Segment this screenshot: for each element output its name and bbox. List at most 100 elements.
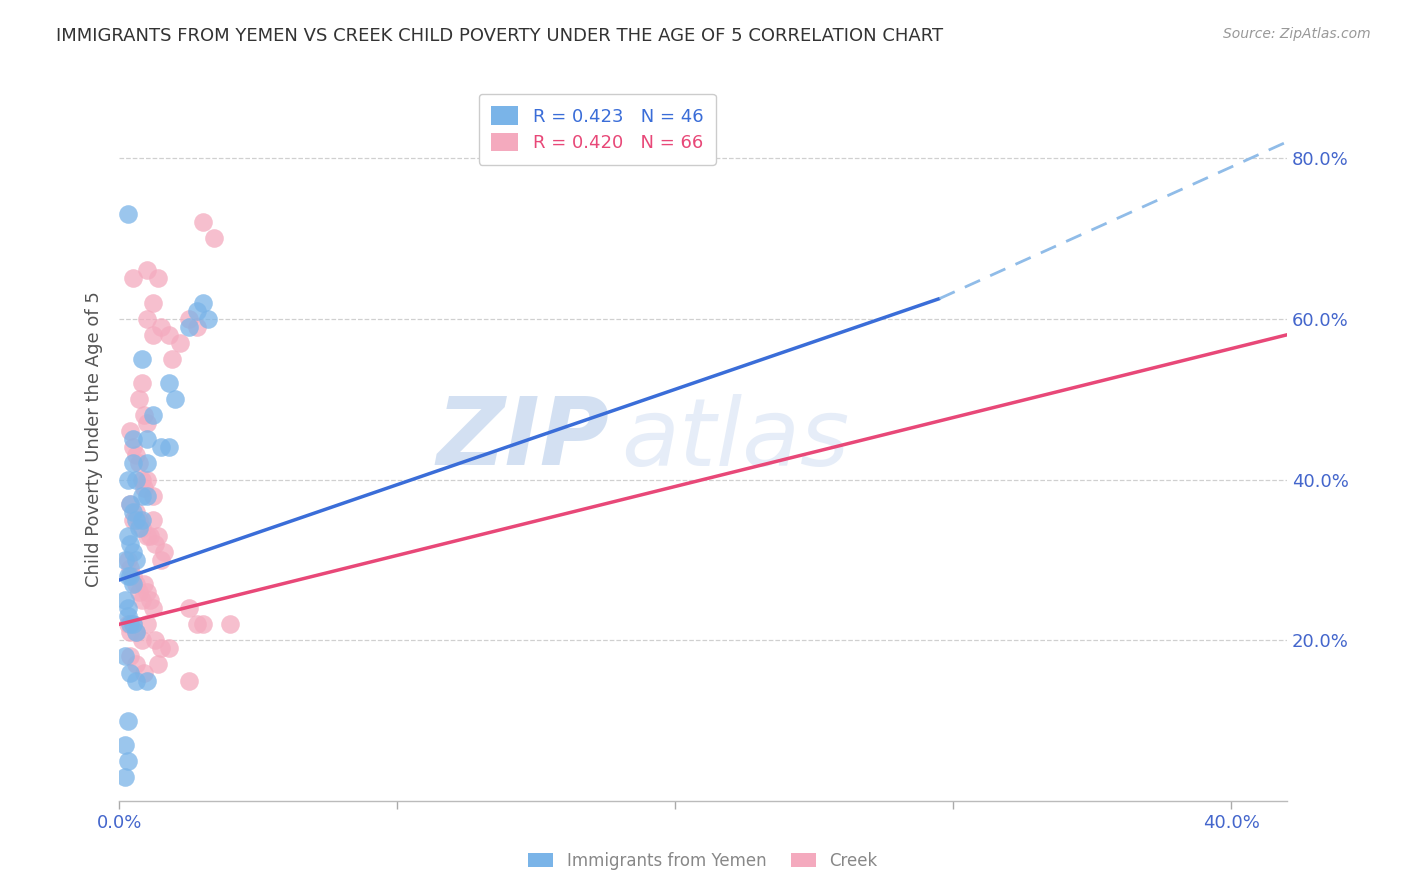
Point	[136, 311, 159, 326]
Point	[122, 513, 145, 527]
Point	[145, 633, 167, 648]
Point	[149, 553, 172, 567]
Point	[139, 593, 162, 607]
Point	[128, 457, 150, 471]
Point	[148, 529, 170, 543]
Point	[134, 408, 156, 422]
Point	[122, 271, 145, 285]
Point	[122, 569, 145, 583]
Point	[117, 207, 139, 221]
Point	[134, 665, 156, 680]
Point	[142, 327, 165, 342]
Point	[142, 489, 165, 503]
Point	[125, 625, 148, 640]
Point	[163, 392, 186, 406]
Point	[186, 319, 208, 334]
Point	[142, 295, 165, 310]
Y-axis label: Child Poverty Under the Age of 5: Child Poverty Under the Age of 5	[86, 292, 103, 587]
Text: ZIP: ZIP	[437, 393, 610, 485]
Point	[191, 295, 214, 310]
Point	[117, 553, 139, 567]
Point	[131, 593, 153, 607]
Point	[122, 617, 145, 632]
Text: IMMIGRANTS FROM YEMEN VS CREEK CHILD POVERTY UNDER THE AGE OF 5 CORRELATION CHAR: IMMIGRANTS FROM YEMEN VS CREEK CHILD POV…	[56, 27, 943, 45]
Point	[160, 351, 183, 366]
Point	[186, 303, 208, 318]
Point	[125, 513, 148, 527]
Point	[125, 625, 148, 640]
Point	[197, 311, 219, 326]
Point	[114, 738, 136, 752]
Point	[136, 529, 159, 543]
Point	[142, 513, 165, 527]
Point	[117, 617, 139, 632]
Point	[142, 601, 165, 615]
Point	[152, 545, 174, 559]
Point	[142, 408, 165, 422]
Point	[136, 433, 159, 447]
Point	[120, 649, 142, 664]
Point	[125, 505, 148, 519]
Point	[122, 441, 145, 455]
Point	[177, 319, 200, 334]
Point	[120, 625, 142, 640]
Point	[149, 319, 172, 334]
Point	[125, 553, 148, 567]
Point	[120, 537, 142, 551]
Point	[114, 649, 136, 664]
Point	[157, 327, 180, 342]
Point	[191, 617, 214, 632]
Point	[149, 641, 172, 656]
Point	[125, 577, 148, 591]
Point	[120, 665, 142, 680]
Point	[148, 271, 170, 285]
Point	[125, 657, 148, 672]
Point	[128, 392, 150, 406]
Point	[128, 521, 150, 535]
Point	[169, 335, 191, 350]
Point	[117, 569, 139, 583]
Point	[125, 473, 148, 487]
Point	[136, 263, 159, 277]
Point	[157, 441, 180, 455]
Point	[128, 585, 150, 599]
Point	[125, 449, 148, 463]
Point	[122, 505, 145, 519]
Point	[145, 537, 167, 551]
Point	[120, 497, 142, 511]
Point	[157, 376, 180, 390]
Point	[219, 617, 242, 632]
Point	[114, 553, 136, 567]
Point	[120, 561, 142, 575]
Point	[202, 231, 225, 245]
Text: atlas: atlas	[621, 394, 849, 485]
Point	[139, 529, 162, 543]
Point	[122, 433, 145, 447]
Point	[122, 457, 145, 471]
Point	[131, 376, 153, 390]
Point	[117, 529, 139, 543]
Point	[136, 457, 159, 471]
Point	[131, 513, 153, 527]
Point	[149, 441, 172, 455]
Point	[177, 311, 200, 326]
Point	[122, 617, 145, 632]
Point	[136, 489, 159, 503]
Point	[131, 473, 153, 487]
Point	[125, 673, 148, 688]
Legend: R = 0.423   N = 46, R = 0.420   N = 66: R = 0.423 N = 46, R = 0.420 N = 66	[478, 94, 716, 165]
Point	[131, 633, 153, 648]
Point	[117, 609, 139, 624]
Point	[131, 489, 153, 503]
Point	[120, 424, 142, 438]
Point	[186, 617, 208, 632]
Point	[177, 601, 200, 615]
Point	[117, 714, 139, 728]
Point	[177, 673, 200, 688]
Point	[136, 617, 159, 632]
Point	[120, 569, 142, 583]
Point	[131, 351, 153, 366]
Point	[120, 617, 142, 632]
Point	[134, 577, 156, 591]
Point	[136, 416, 159, 430]
